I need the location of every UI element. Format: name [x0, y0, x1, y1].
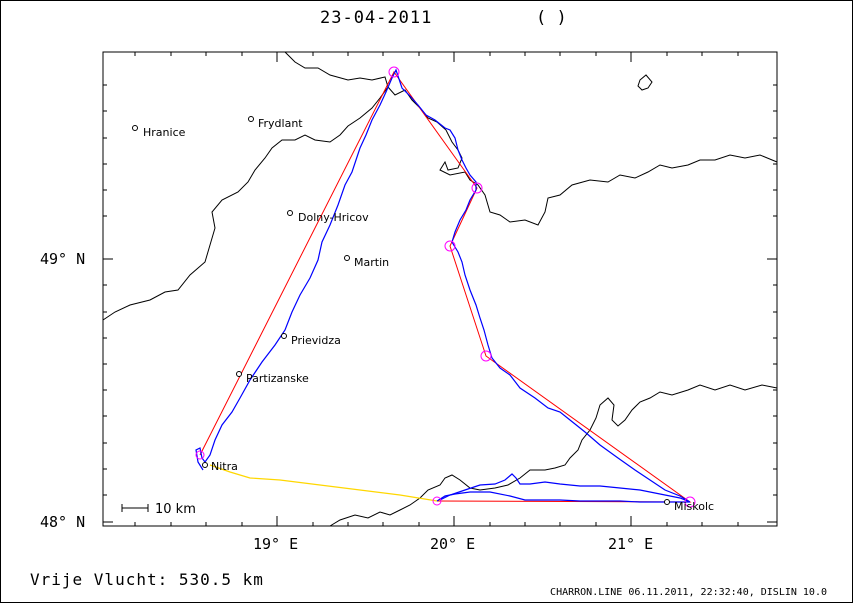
program-info: CHARRON.LINE 06.11.2011, 22:32:40, DISLI… [550, 587, 827, 598]
map-subtitle: ( ) [536, 8, 567, 28]
lon-label-21: 21° E [608, 535, 654, 553]
town-marker [248, 116, 254, 122]
scale-bar [121, 504, 149, 512]
town-label-nitra: Nitra [211, 460, 238, 473]
scale-bar-label: 10 km [155, 502, 196, 517]
town-marker [287, 210, 293, 216]
turnpoint-marker [388, 66, 400, 78]
town-marker [236, 371, 242, 377]
country-borders [102, 51, 778, 527]
turnpoint-marker [684, 496, 696, 508]
town-label-miskolc: Miskolc [674, 500, 714, 513]
lon-label-19: 19° E [253, 535, 299, 553]
flight-track [195, 68, 691, 503]
plot-area [102, 51, 778, 527]
town-label-hranice: Hranice [143, 126, 186, 139]
lon-label-20: 20° E [430, 535, 476, 553]
town-label-partizanske: Partizanske [246, 372, 309, 385]
map-title: 23-04-2011 [320, 8, 433, 28]
town-marker [132, 125, 138, 131]
turnpoint-marker [480, 350, 492, 362]
town-marker [281, 333, 287, 339]
turnpoint-marker [444, 240, 456, 252]
flight-distance: Vrije Vlucht: 530.5 km [30, 570, 264, 589]
town-marker [344, 255, 350, 261]
closing-leg [209, 464, 438, 502]
town-label-martin: Martin [354, 256, 389, 269]
lat-label-49: 49° N [40, 250, 86, 268]
turnpoint-marker [432, 496, 442, 506]
task-lines [199, 71, 692, 503]
turnpoint-marker [471, 182, 483, 194]
town-label-prievidza: Prievidza [291, 334, 341, 347]
town-label-dolny-hricov: Dolny-Hricov [298, 211, 369, 224]
axis-ticks [103, 52, 777, 526]
turnpoints [195, 66, 696, 508]
lat-label-48: 48° N [40, 513, 86, 531]
town-marker [664, 499, 670, 505]
turnpoint-marker [195, 450, 205, 460]
town-marker [202, 462, 208, 468]
town-label-frydlant: Frydlant [258, 117, 303, 130]
